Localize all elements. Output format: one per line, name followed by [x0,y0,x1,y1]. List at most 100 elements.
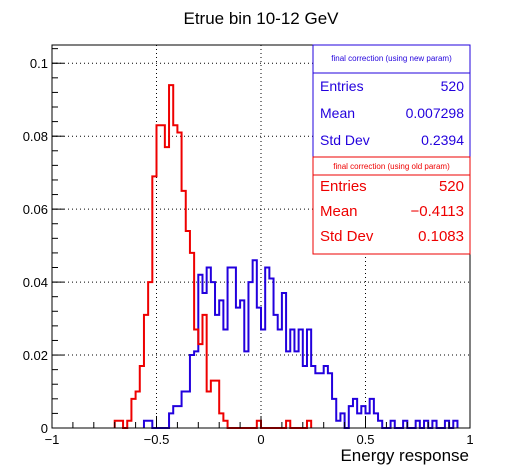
histogram-bin [140,366,144,428]
histogram-bin [353,399,357,428]
histogram-bin [228,268,232,428]
histogram-bin [294,351,298,428]
stats-row-label: Std Dev [320,228,374,245]
histogram-bin [366,413,370,428]
histogram-bin [303,366,307,428]
histogram-bin [290,330,294,428]
histogram-bin [115,421,119,428]
histogram-bin [257,421,261,428]
chart-title: Etrue bin 10-12 GeV [184,9,340,28]
y-tick-label: 0.06 [23,202,48,217]
histogram-bin [349,406,353,428]
histogram-bin [286,421,290,428]
histogram-bin [391,421,395,428]
histogram-bin [232,268,236,428]
histogram-bin [307,330,311,428]
histogram-bin [416,421,420,428]
histogram-outline [142,259,459,429]
x-axis-title: Energy response [340,446,469,465]
stats-row-value: 0.007298 [406,105,465,121]
histogram-bin [194,330,198,428]
histogram-bin [152,176,156,428]
histogram-bin [136,392,140,428]
histogram-bin [157,125,161,428]
histogram-bin [207,392,211,428]
stats-row-value: 520 [439,178,464,195]
histogram-bin [182,191,186,428]
histogram-bin [244,351,248,428]
x-tick-label: −1 [45,432,60,447]
histogram-bin [236,308,240,428]
stats-row-value: 0.1083 [418,228,464,245]
y-tick-label: 0 [41,421,48,436]
histogram-bin [286,351,290,428]
histogram-bin [403,421,407,428]
histogram-bin [177,133,181,428]
histogram-bin [453,421,457,428]
histogram-bin [374,413,378,428]
y-tick-label: 0.04 [23,275,48,290]
histogram-bin [274,315,278,428]
histogram-bin [282,293,286,428]
y-tick-label: 0.02 [23,348,48,363]
histogram-bin [445,421,449,428]
histogram-bin [186,231,190,428]
histogram-bin [215,381,219,428]
histogram-bin [357,413,361,428]
y-tick-label: 0.08 [23,129,48,144]
histogram-bin [127,421,131,428]
stats-row-label: Mean [320,203,358,220]
histogram-bin [311,366,315,428]
stats-box-frame [312,44,471,158]
stats-box-header: final correction (using old param) [333,162,450,171]
x-tick-label: 0 [257,432,264,447]
stats-row-label: Entries [320,178,367,195]
histogram-series-new-param [142,259,459,429]
histogram-bin [378,421,382,428]
stats-box-header: final correction (using new param) [331,54,452,63]
histogram-bin [144,315,148,428]
histogram-bin [240,300,244,428]
x-tick-label: 0.5 [356,432,374,447]
histogram-bin [248,282,252,428]
histogram-bin [315,373,319,428]
histogram-bin [370,399,374,428]
stats-box-old-param: final correction (using old param) Entrie… [312,156,471,255]
histogram-bin [253,260,257,428]
histogram-bin [161,125,165,428]
histogram-bin [324,366,328,428]
histogram-bin [211,381,215,428]
stats-row-value: 520 [441,78,465,94]
stats-row-label: Mean [320,105,355,121]
stats-boxes: final correction (using new param) Entrie… [312,44,471,255]
histogram-bin [424,421,428,428]
histogram-bin [278,330,282,428]
x-tick-label: −0.5 [144,432,170,447]
stats-box-new-param: final correction (using new param) Entrie… [312,44,471,158]
histogram-bin [190,253,194,428]
stats-row-value: 0.2394 [421,132,464,148]
histogram-bin [332,399,336,428]
x-tick-label: 1 [466,432,473,447]
histogram-bin [269,278,273,428]
stats-row-label: Std Dev [320,132,370,148]
histogram-bin [223,421,227,428]
histogram-bin [173,125,177,428]
stats-box-frame [312,156,471,255]
histogram-bin [361,406,365,428]
histogram-bin [261,330,265,428]
histogram-bin [148,282,152,428]
histogram-bin [119,421,123,428]
histogram-bin [432,421,436,428]
histogram-bin [131,399,135,428]
histogram-bin [202,315,206,428]
stats-row-label: Entries [320,78,364,94]
histogram-bin [165,147,169,428]
histogram-bin [336,421,340,428]
histogram-bin [257,308,261,428]
histogram-bin [169,85,173,428]
axes: −1 −0.5 0 0.5 1 0 0.02 0.04 0.06 0.08 0.1 [23,48,474,447]
stats-row-value: −0.4113 [410,203,464,220]
histogram-bin [265,268,269,428]
